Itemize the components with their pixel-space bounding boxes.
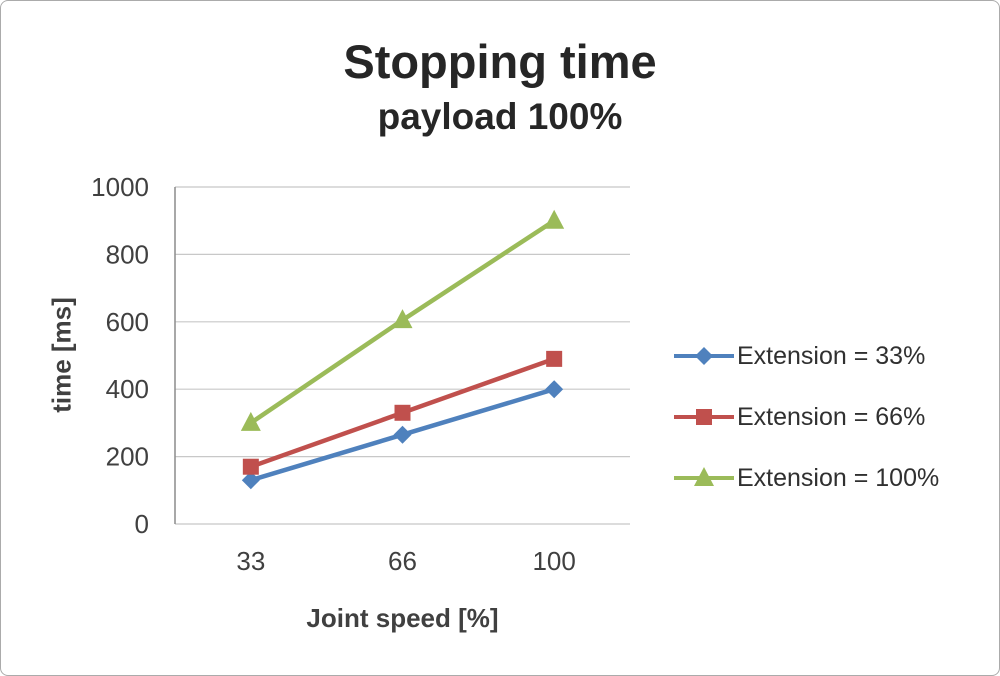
- chart-subtitle: payload 100%: [377, 96, 623, 137]
- y-axis-title: time [ms]: [46, 297, 77, 413]
- legend-label: Extension = 100%: [737, 463, 940, 492]
- legend-item: Extension = 33%: [672, 340, 939, 372]
- legend-marker-diamond-icon: [674, 347, 734, 365]
- legend-item: Extension = 100%: [672, 462, 939, 494]
- legend-marker-triangle-icon: [674, 467, 734, 486]
- legend: Extension = 33% Extension = 66% Extensio…: [672, 340, 939, 494]
- chart-title: Stopping time: [343, 35, 657, 88]
- legend-item: Extension = 66%: [672, 401, 939, 433]
- legend-label: Extension = 33%: [737, 341, 926, 370]
- legend-label: Extension = 66%: [737, 402, 926, 431]
- legend-marker-square-icon: [674, 409, 734, 425]
- x-axis-title: Joint speed [%]: [306, 603, 499, 633]
